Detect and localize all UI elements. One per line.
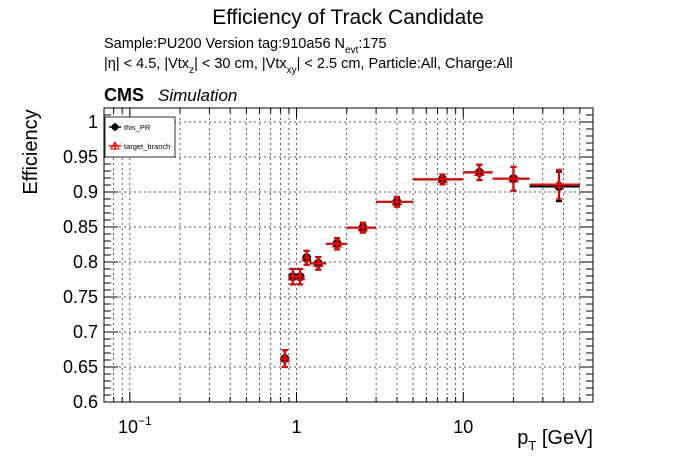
x-tick-label: 1 bbox=[292, 417, 302, 437]
y-tick-label: 0.9 bbox=[73, 182, 98, 202]
x-tick-label: 10−1 bbox=[118, 414, 152, 437]
series-target_branch bbox=[279, 163, 580, 368]
data-points bbox=[279, 163, 580, 369]
target_branch-point bbox=[294, 268, 306, 286]
target_branch-point bbox=[309, 256, 326, 271]
marker-triangle bbox=[474, 166, 485, 177]
marker-triangle bbox=[287, 271, 299, 281]
series-this_PR bbox=[280, 163, 580, 369]
target_branch-point bbox=[279, 349, 291, 368]
marker-triangle bbox=[357, 222, 369, 232]
target_branch-point bbox=[346, 222, 377, 234]
marker-triangle bbox=[312, 257, 324, 268]
target_branch-point bbox=[413, 173, 464, 186]
y-tick-label: 0.65 bbox=[63, 357, 98, 377]
target_branch-point bbox=[287, 268, 299, 286]
marker-triangle bbox=[279, 353, 291, 363]
y-tick-label: 1 bbox=[88, 112, 98, 132]
target_branch-point bbox=[376, 196, 414, 208]
cms-label: CMS bbox=[104, 85, 144, 105]
target_branch-point bbox=[492, 166, 530, 192]
target_branch-point bbox=[301, 250, 313, 266]
y-tick-label: 0.75 bbox=[63, 287, 98, 307]
x-axis-label: pT [GeV] bbox=[517, 427, 593, 453]
y-tick-label: 0.85 bbox=[63, 217, 98, 237]
y-tick-label: 0.6 bbox=[73, 392, 98, 412]
legend-item-target_branch: target_branch bbox=[109, 140, 170, 151]
cms-simulation-label: Simulation bbox=[158, 86, 237, 105]
sample-info-line: Sample:PU200 Version tag:910a56 Nevt:175 bbox=[104, 36, 387, 56]
selection-cuts-line: |η| < 4.5, |Vtxz| < 30 cm, |Vtxxy| < 2.5… bbox=[104, 56, 513, 76]
marker-triangle bbox=[301, 252, 313, 262]
axes: 10−1 1 10 0.6 0.65 0.7 0.75 0.8 0.85 0.9 0.95 1 bbox=[63, 107, 594, 437]
marker-triangle bbox=[331, 238, 343, 248]
y-axis-label: Efficiency bbox=[20, 109, 42, 194]
legend-item-this_PR: this_PR bbox=[109, 123, 151, 132]
marker-triangle bbox=[437, 173, 448, 184]
target_branch-point bbox=[529, 168, 580, 200]
legend-marker bbox=[110, 140, 120, 150]
grid bbox=[103, 108, 594, 403]
marker-triangle bbox=[294, 271, 306, 281]
legend-box bbox=[104, 116, 176, 158]
legend-label: this_PR bbox=[124, 123, 151, 132]
marker-triangle bbox=[508, 173, 519, 183]
y-tick-label: 0.7 bbox=[73, 322, 98, 342]
legend-label: target_branch bbox=[124, 142, 170, 151]
x-tick-label: 10 bbox=[453, 417, 473, 437]
target_branch-point bbox=[325, 237, 347, 251]
legend-marker bbox=[111, 123, 119, 131]
legend: this_PR target_branch bbox=[104, 116, 176, 158]
chart-title: Efficiency of Track Candidate bbox=[212, 6, 484, 29]
target_branch-point bbox=[463, 163, 493, 181]
marker-triangle bbox=[553, 178, 565, 188]
plot-frame bbox=[103, 107, 594, 403]
y-tick-label: 0.95 bbox=[63, 147, 98, 167]
y-tick-label: 0.8 bbox=[73, 252, 98, 272]
marker-triangle bbox=[391, 196, 403, 206]
